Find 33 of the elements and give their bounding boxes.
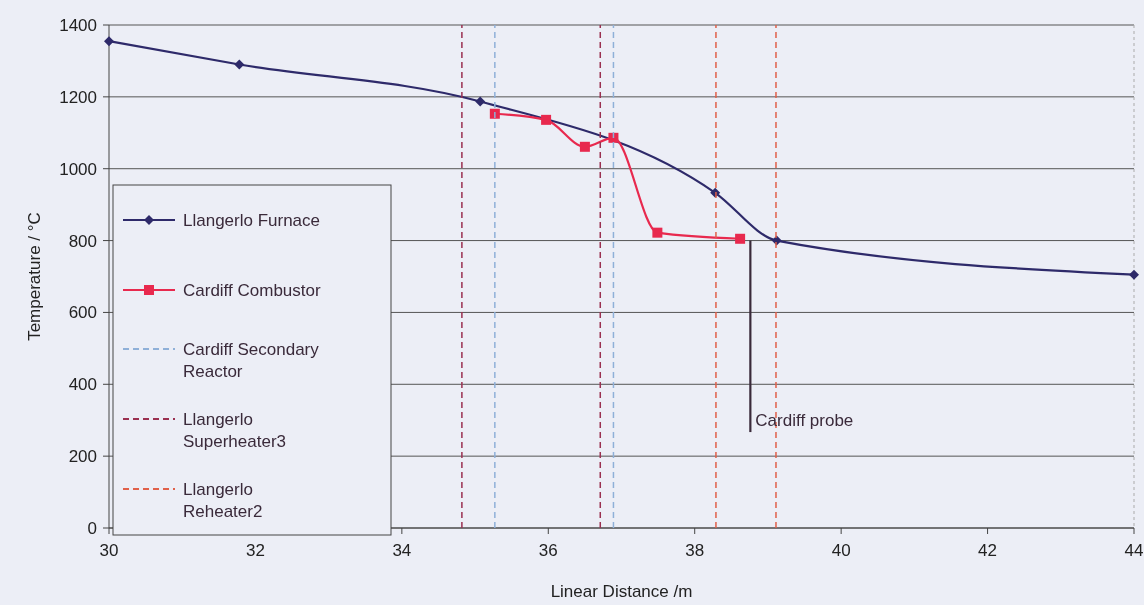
point <box>541 114 552 125</box>
legend-label: Cardiff Secondary Reactor <box>183 339 320 381</box>
point <box>104 36 114 47</box>
x-tick-label: 32 <box>245 541 265 560</box>
legend-label: Llangerlo Furnace <box>183 210 321 230</box>
x-tick-label: 42 <box>978 541 998 560</box>
x-tick-label: 40 <box>831 541 851 560</box>
y-tick-label: 400 <box>68 375 97 395</box>
x-tick-label: 44 <box>1124 541 1144 560</box>
point <box>1129 269 1139 280</box>
point <box>475 96 486 107</box>
x-tick-label: 38 <box>685 541 705 560</box>
legend-label: Cardiff Combustor <box>183 280 321 300</box>
y-axis-title: Temperature / °C <box>25 212 44 341</box>
y-tick-label: 1200 <box>59 87 97 107</box>
y-tick-label: 600 <box>68 303 97 323</box>
x-tick-label: 30 <box>99 541 119 560</box>
x-axis-title: Linear Distance /m <box>550 582 693 601</box>
point <box>579 141 590 152</box>
point <box>652 227 663 238</box>
x-tick-label: 36 <box>538 541 558 560</box>
annotation: Cardiff probe <box>755 411 854 431</box>
y-tick-label: 800 <box>68 231 97 251</box>
x-tick-label: 34 <box>392 541 412 560</box>
legend-label: Llangerlo Reheater2 <box>183 479 263 521</box>
legend-label: Llangerlo Superheater3 <box>183 409 287 451</box>
y-tick-label: 200 <box>68 447 97 467</box>
point <box>735 233 746 244</box>
point <box>234 59 245 70</box>
y-tick-label: 1000 <box>59 159 97 179</box>
y-tick-label: 1400 <box>59 15 97 35</box>
y-tick-label: 0 <box>87 518 97 538</box>
point <box>608 132 619 143</box>
